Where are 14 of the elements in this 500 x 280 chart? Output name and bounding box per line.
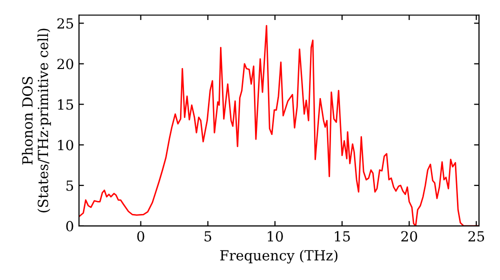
y-tick-label: 10 [58,140,74,150]
x-axis-title: Frequency (THz) [220,250,338,264]
x-tick-label: 5 [204,231,212,242]
x-tick-label: 25 [468,231,484,242]
x-tick-label: 0 [137,231,144,242]
y-tick-label: 25 [57,18,74,29]
y-tick-label: 0 [66,220,74,232]
y-axis-title: Phonon DOS (States/THz·primitive cell) [22,28,51,212]
x-tick-label: 20 [401,231,418,242]
y-tick-label: 20 [57,58,74,70]
x-tick-label: 15 [334,231,350,242]
x-tick-label: 10 [268,231,283,242]
y-tick-label: 5 [66,180,74,191]
y-tick-label: 15 [58,99,74,110]
